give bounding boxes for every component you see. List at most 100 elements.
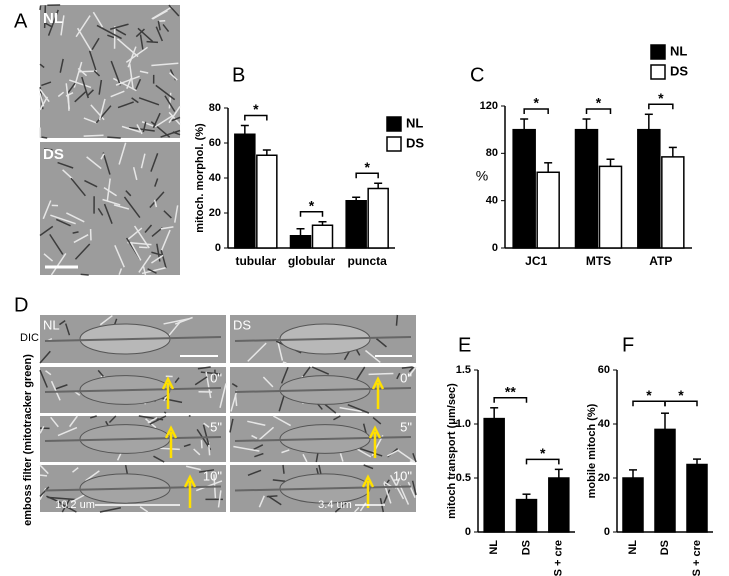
bar	[515, 498, 538, 533]
texture	[168, 4, 180, 17]
texture	[147, 268, 157, 274]
bracket	[585, 108, 612, 115]
time-label: 0"	[400, 370, 412, 385]
texture	[39, 96, 49, 111]
process	[44, 387, 222, 393]
y-axis-label: mobile mitoch (%)	[586, 403, 598, 498]
texture	[117, 101, 134, 109]
bar	[367, 187, 389, 249]
bracket	[648, 103, 674, 110]
texture	[401, 366, 413, 369]
texture	[324, 403, 337, 414]
arrow	[368, 425, 382, 458]
texture	[93, 70, 101, 77]
x-tick-label: DS	[520, 540, 532, 555]
texture	[375, 338, 387, 348]
x-tick-label: JC1	[525, 254, 547, 268]
texture	[362, 423, 367, 435]
y-tick-label: 60	[598, 364, 610, 376]
texture	[118, 142, 127, 165]
texture	[42, 200, 52, 220]
texture	[64, 323, 71, 336]
texture	[60, 15, 65, 36]
texture	[68, 415, 78, 428]
texture	[141, 266, 166, 275]
texture	[354, 506, 360, 513]
texture	[355, 349, 361, 356]
image-label: DS	[233, 317, 251, 332]
texture	[185, 465, 201, 471]
texture	[365, 349, 381, 364]
texture	[205, 371, 212, 399]
texture	[114, 244, 125, 268]
texture	[139, 246, 148, 249]
texture	[103, 186, 117, 197]
texture	[118, 268, 123, 275]
scale-label: 3.4 um	[318, 499, 352, 511]
texture	[86, 156, 102, 170]
y-tick-label: 40	[598, 418, 610, 430]
y-tick-label: 0	[465, 526, 471, 538]
y-tick-label: 0	[492, 242, 498, 254]
significance: *	[646, 387, 652, 403]
texture	[150, 153, 159, 172]
legend-label: NL	[406, 115, 423, 130]
texture	[251, 434, 258, 440]
texture	[108, 415, 117, 424]
texture	[57, 91, 65, 98]
texture	[41, 136, 48, 139]
texture	[139, 34, 144, 50]
texture	[96, 24, 122, 40]
texture	[174, 316, 193, 325]
y-axis-label: mitoch. morphol. (%)	[194, 123, 206, 233]
process	[44, 436, 222, 442]
texture	[39, 225, 54, 237]
texture	[69, 79, 92, 89]
texture	[339, 406, 362, 413]
texture	[47, 9, 59, 36]
image-label: NL	[43, 10, 63, 27]
texture	[262, 376, 274, 388]
bar	[622, 477, 644, 533]
texture	[168, 92, 172, 109]
bar	[256, 154, 278, 249]
texture	[115, 28, 127, 36]
texture	[74, 91, 87, 103]
texture	[70, 177, 86, 197]
texture	[98, 98, 106, 121]
texture	[164, 95, 176, 112]
texture	[333, 415, 341, 421]
texture	[123, 196, 141, 218]
texture	[408, 366, 415, 373]
y-tick-label: 60	[209, 137, 221, 149]
panel-label: E	[458, 334, 471, 356]
texture	[43, 5, 47, 28]
texture	[129, 126, 155, 132]
texture	[92, 11, 104, 28]
texture	[153, 199, 158, 208]
texture	[45, 370, 52, 376]
texture	[39, 88, 50, 103]
bracket	[355, 172, 379, 179]
legend-swatch	[386, 136, 402, 152]
texture	[162, 23, 170, 32]
texture	[280, 366, 289, 384]
texture	[136, 124, 143, 135]
texture	[144, 224, 153, 234]
texture	[72, 231, 79, 234]
bar	[483, 417, 505, 533]
texture	[233, 445, 260, 452]
texture	[397, 449, 416, 463]
texture	[41, 81, 52, 87]
time-label: 10"	[393, 468, 412, 483]
texture	[272, 479, 286, 482]
texture	[151, 251, 163, 256]
bracket	[523, 108, 549, 115]
texture	[75, 15, 91, 38]
y-tick-label: 0	[215, 242, 221, 254]
texture	[152, 9, 168, 20]
texture	[399, 485, 410, 505]
x-tick-label: ATP	[649, 254, 672, 268]
texture	[231, 382, 238, 388]
texture	[302, 453, 308, 463]
